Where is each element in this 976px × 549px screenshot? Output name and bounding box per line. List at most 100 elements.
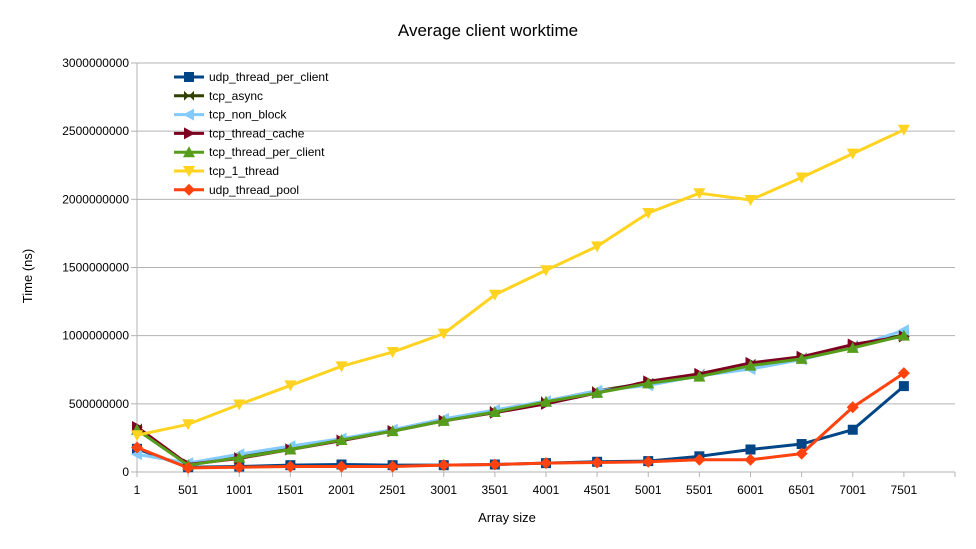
data-point — [642, 377, 655, 389]
data-point — [897, 367, 910, 380]
x-tick-label: 7001 — [839, 483, 866, 497]
legend-item: tcp_thread_cache — [174, 126, 305, 140]
legend-label: tcp_thread_cache — [209, 126, 305, 140]
x-tick-label: 7501 — [891, 483, 918, 497]
series-line — [136, 334, 905, 467]
data-point — [795, 352, 808, 364]
data-point — [386, 425, 399, 437]
legend-label: udp_thread_per_client — [209, 70, 329, 84]
data-point — [335, 433, 348, 445]
legend-item: tcp_thread_per_client — [174, 145, 325, 159]
x-tick-labels: 1 501 1001 1501 2001 2501 3001 3501 4001 4501 5001… — [134, 483, 918, 497]
legend-marker — [183, 108, 194, 121]
data-point — [846, 148, 859, 160]
data-point — [233, 451, 246, 463]
data-point — [182, 419, 195, 431]
data-point — [795, 172, 808, 184]
series-line — [136, 128, 905, 437]
x-tick-label: 5501 — [686, 483, 713, 497]
legend-item: tcp_1_thread — [174, 164, 279, 178]
series-tcp_1_thread — [131, 124, 910, 442]
data-point — [591, 241, 604, 253]
legend-item: udp_thread_pool — [174, 183, 299, 197]
y-tick-label: 2000000000 — [62, 192, 129, 206]
data-point — [386, 460, 399, 473]
data-point — [591, 386, 604, 398]
series-line — [136, 371, 905, 470]
x-axis-label: Array size — [478, 510, 536, 525]
data-point — [284, 380, 297, 392]
legend-item: tcp_async — [174, 89, 263, 103]
data-point — [897, 124, 910, 136]
data-point — [437, 328, 450, 340]
data-point — [540, 457, 552, 470]
data-point — [488, 406, 501, 418]
data-point — [488, 289, 501, 301]
x-tick-label: 3501 — [482, 483, 509, 497]
data-point — [540, 395, 552, 407]
data-point — [693, 370, 706, 382]
series-udp_thread_pool — [131, 367, 910, 474]
y-tick-label: 1000000000 — [62, 329, 129, 343]
x-tick-label: 2001 — [328, 483, 355, 497]
data-point — [591, 456, 604, 469]
data-point — [131, 441, 143, 454]
data-point — [437, 414, 450, 426]
x-tick-label: 6001 — [737, 483, 764, 497]
x-tick-label: 501 — [178, 483, 198, 497]
data-point — [335, 460, 348, 473]
data-point — [284, 460, 297, 473]
data-point — [437, 459, 450, 472]
y-tick-labels: 0 500000000 1000000000 1500000000 2000000000… — [62, 56, 129, 479]
legend-label: udp_thread_pool — [209, 183, 299, 197]
legend-label: tcp_thread_per_client — [209, 145, 325, 159]
data-point — [131, 448, 142, 461]
data-point — [131, 430, 143, 442]
data-point — [744, 195, 757, 207]
data-point — [897, 324, 909, 337]
x-tick-label: 4501 — [584, 483, 611, 497]
data-point — [284, 443, 297, 455]
legend-label: tcp_non_block — [209, 108, 287, 122]
legend-item: udp_thread_per_client — [174, 70, 329, 84]
data-point — [642, 207, 655, 219]
data-point — [847, 424, 858, 435]
data-point — [386, 347, 399, 359]
data-point — [693, 188, 706, 200]
y-axis-label: Time (ns) — [20, 249, 35, 303]
legend-marker — [184, 72, 194, 82]
legend-marker — [183, 183, 195, 196]
axes — [131, 62, 956, 477]
legend-label: tcp_async — [209, 89, 263, 103]
y-tick-label: 1500000000 — [62, 261, 129, 275]
legend-marker — [183, 146, 195, 158]
legend: udp_thread_per_client tcp_async tcp_non_bl… — [174, 70, 329, 197]
data-point — [795, 447, 808, 460]
data-point — [488, 458, 501, 471]
series-layer — [131, 124, 910, 474]
x-tick-label: 3001 — [430, 483, 457, 497]
data-point — [744, 359, 757, 371]
y-tick-label: 0 — [122, 465, 129, 479]
y-tick-label: 3000000000 — [62, 56, 129, 70]
y-tick-label: 2500000000 — [62, 124, 129, 138]
data-point — [182, 461, 195, 474]
chart-title: Average client worktime — [398, 21, 578, 40]
legend-marker — [184, 90, 194, 101]
data-point — [233, 399, 246, 411]
data-point — [897, 329, 910, 341]
data-point — [744, 453, 757, 466]
data-point — [540, 265, 552, 277]
data-point — [233, 461, 246, 474]
x-tick-label: 1001 — [226, 483, 253, 497]
data-point — [846, 401, 859, 414]
x-tick-label: 1501 — [277, 483, 304, 497]
x-tick-label: 2501 — [379, 483, 406, 497]
legend-label: tcp_1_thread — [209, 164, 279, 178]
legend-item: tcp_non_block — [174, 108, 287, 122]
x-tick-label: 1 — [134, 483, 141, 497]
legend-marker — [184, 127, 195, 140]
